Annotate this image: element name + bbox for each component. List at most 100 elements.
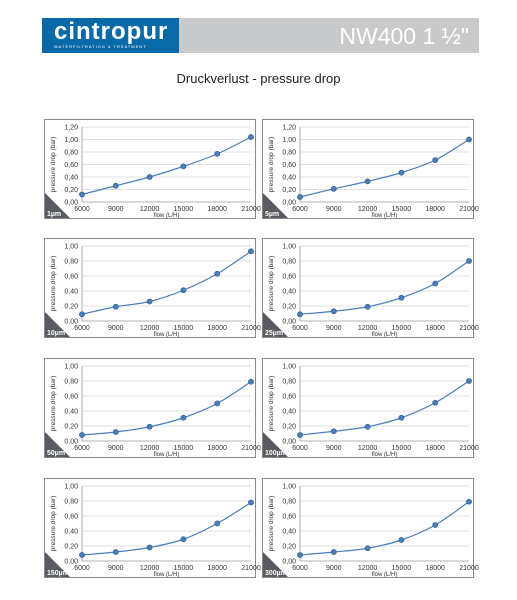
- data-point: [180, 163, 187, 170]
- filter-size-badge: 10µm: [47, 330, 65, 337]
- page-title: Druckverlust - pressure drop: [176, 71, 341, 86]
- y-tick-label: 0,60: [64, 514, 78, 521]
- series-line: [81, 136, 252, 196]
- x-axis-title: flow (L/H): [154, 452, 180, 458]
- badge-triangle: [45, 432, 70, 457]
- y-tick-label: 0,80: [282, 379, 296, 386]
- data-point: [248, 248, 254, 255]
- y-tick-label: 0,00: [282, 439, 296, 446]
- data-point: [466, 258, 472, 264]
- data-point: [364, 303, 371, 310]
- brand-logo: cintropur WATERFILTRATION & TREATMENT: [42, 18, 179, 53]
- data-point: [364, 545, 371, 552]
- y-tick-label: 1,00: [282, 364, 296, 371]
- series-line: [299, 138, 470, 198]
- data-point: [297, 552, 303, 558]
- x-tick-label: 21000: [459, 565, 479, 572]
- x-tick-label: 18000: [207, 206, 227, 213]
- x-tick-label: 18000: [425, 565, 445, 572]
- data-point: [79, 432, 85, 438]
- data-point: [146, 423, 153, 430]
- x-tick-label: 18000: [207, 565, 227, 572]
- y-axis-title: pressure drop (bar): [50, 376, 57, 432]
- x-tick-label: 12000: [140, 206, 160, 213]
- chart-panel-8: 0,00 0,20 0,40 0,60 0,80 1,00 6000 9000 12000 150…: [262, 478, 479, 578]
- x-tick-label: 6000: [74, 445, 90, 452]
- x-tick-label: 12000: [140, 445, 160, 452]
- y-tick-label: 0,60: [64, 162, 78, 169]
- badge-triangle: [263, 552, 288, 577]
- y-tick-label: 0,40: [64, 409, 78, 416]
- x-tick-label: 21000: [459, 206, 479, 213]
- header-bar: cintropur WATERFILTRATION & TREATMENT NW…: [42, 18, 479, 53]
- y-tick-label: 0,40: [64, 289, 78, 296]
- x-axis-title: flow (L/H): [372, 452, 398, 458]
- data-point: [146, 298, 153, 305]
- x-tick-label: 12000: [140, 565, 160, 572]
- filter-size-badge: 50µm: [47, 450, 65, 457]
- data-point: [297, 194, 303, 200]
- series-line: [299, 501, 470, 556]
- y-tick-label: 0,80: [282, 150, 296, 157]
- data-point: [112, 549, 119, 555]
- y-tick-label: 1,00: [64, 364, 78, 371]
- y-tick-label: 0,60: [282, 394, 296, 401]
- x-tick-label: 12000: [358, 206, 378, 213]
- x-tick-label: 9000: [108, 565, 124, 572]
- y-tick-label: 0,00: [282, 319, 296, 326]
- chart-panel-4: 0,00 0,20 0,40 0,60 0,80 1,00 6000 9000 12000 150…: [262, 238, 479, 338]
- x-tick-label: 6000: [292, 565, 308, 572]
- x-tick-label: 12000: [140, 325, 160, 332]
- data-point: [432, 157, 439, 164]
- x-tick-label: 6000: [292, 445, 308, 452]
- filter-size-badge: 1µm: [47, 211, 61, 218]
- x-axis-title: flow (L/H): [154, 332, 180, 338]
- x-tick-label: 9000: [108, 445, 124, 452]
- y-tick-label: 0,20: [64, 424, 78, 431]
- x-tick-label: 21000: [459, 325, 479, 332]
- x-tick-label: 6000: [74, 325, 90, 332]
- y-tick-label: 0,20: [282, 304, 296, 311]
- data-point: [297, 311, 303, 318]
- x-tick-label: 18000: [207, 325, 227, 332]
- y-tick-label: 0,20: [282, 424, 296, 431]
- series-line: [81, 501, 252, 556]
- badge-triangle: [263, 432, 288, 457]
- data-point: [432, 280, 439, 287]
- y-tick-label: 0,80: [282, 259, 296, 266]
- y-tick-label: 0,00: [64, 200, 78, 207]
- y-tick-label: 0,80: [64, 150, 78, 157]
- y-axis-title: pressure drop (bar): [50, 496, 57, 552]
- data-point: [248, 499, 254, 506]
- data-point: [330, 549, 337, 555]
- chart-panel-7: 0,00 0,20 0,40 0,60 0,80 1,00 6000 9000 12000 150…: [44, 478, 261, 578]
- x-tick-label: 21000: [459, 445, 479, 452]
- y-tick-label: 1,00: [282, 137, 296, 144]
- data-point: [146, 174, 153, 180]
- x-tick-label: 12000: [358, 565, 378, 572]
- x-tick-label: 12000: [358, 445, 378, 452]
- y-tick-label: 0,80: [64, 379, 78, 386]
- y-tick-label: 1,00: [64, 484, 78, 491]
- y-tick-label: 0,80: [282, 499, 296, 506]
- x-tick-label: 18000: [207, 445, 227, 452]
- y-axis-title: pressure drop (bar): [50, 137, 57, 193]
- x-tick-label: 15000: [392, 206, 412, 213]
- data-point: [180, 414, 187, 421]
- y-tick-label: 0,60: [64, 274, 78, 281]
- chart-panel-3: 0,00 0,20 0,40 0,60 0,80 1,00 6000 9000 12000 150…: [44, 238, 261, 338]
- x-tick-label: 6000: [74, 206, 90, 213]
- data-point: [214, 150, 221, 157]
- x-axis-title: flow (L/H): [372, 332, 398, 338]
- y-tick-label: 0,80: [64, 499, 78, 506]
- y-tick-label: 1,00: [282, 484, 296, 491]
- data-point: [364, 178, 371, 185]
- x-tick-label: 9000: [326, 325, 342, 332]
- badge-triangle: [45, 552, 70, 577]
- data-point: [79, 191, 85, 198]
- data-point: [398, 537, 405, 543]
- x-tick-label: 15000: [174, 565, 194, 572]
- y-tick-label: 1,20: [64, 125, 78, 132]
- x-tick-label: 9000: [326, 445, 342, 452]
- data-point: [330, 428, 337, 435]
